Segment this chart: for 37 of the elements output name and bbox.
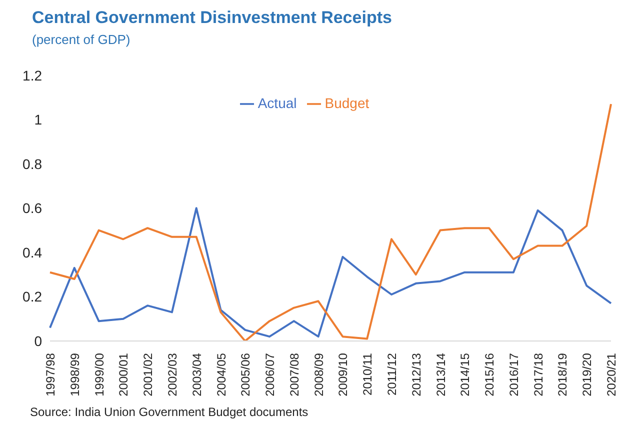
- x-tick-label: 2018/19: [556, 352, 570, 396]
- x-tick-label: 2013/14: [434, 352, 448, 396]
- x-tick-label: 1998/99: [68, 352, 82, 396]
- x-tick-label: 2017/18: [531, 352, 546, 396]
- x-tick-label: 2003/04: [190, 352, 204, 396]
- chart-title: Central Government Disinvestment Receipts: [32, 8, 393, 28]
- y-tick-label: 1.2: [22, 67, 42, 84]
- y-tick-label: 0.8: [22, 156, 42, 172]
- x-tick-label: 2000/01: [116, 352, 131, 396]
- x-tick-label: 2005/06: [238, 352, 253, 396]
- y-tick-label: 1: [34, 112, 42, 128]
- x-tick-label: 2007/08: [287, 352, 302, 396]
- legend-label: Budget: [324, 95, 370, 111]
- x-tick-label: 1997/98: [44, 352, 58, 396]
- x-tick-label: 2014/15: [458, 352, 472, 396]
- x-tick-label: 2015/16: [482, 352, 497, 396]
- x-tick-label: 2004/05: [214, 352, 228, 396]
- x-tick-label: 2012/13: [409, 352, 424, 396]
- line-series: [49, 207, 612, 338]
- x-tick-label: 2016/17: [506, 352, 521, 396]
- x-tick-label: 2011/12: [385, 352, 399, 396]
- y-tick-label: 0.6: [22, 200, 42, 216]
- source-note: Source: India Union Government Budget documents: [30, 405, 310, 419]
- chart-subtitle: (percent of GDP): [32, 32, 132, 47]
- y-tick-label: 0.4: [22, 244, 42, 260]
- y-tick-label: 0.2: [22, 288, 42, 305]
- x-tick-label: 2002/03: [165, 352, 180, 396]
- x-tick-label: 1999/00: [92, 352, 106, 396]
- x-tick-label: 2008/09: [312, 352, 326, 396]
- x-tick-label: 2001/02: [141, 352, 156, 396]
- x-tick-label: 2006/07: [263, 352, 278, 396]
- x-tick-label: 2020/21: [604, 352, 619, 396]
- x-tick-label: 2010/11: [360, 352, 375, 396]
- y-tick-label: 0: [34, 332, 42, 349]
- x-tick-label: 2009/10: [336, 352, 350, 396]
- x-tick-label: 2019/20: [580, 352, 594, 396]
- legend-label: Actual: [258, 95, 297, 111]
